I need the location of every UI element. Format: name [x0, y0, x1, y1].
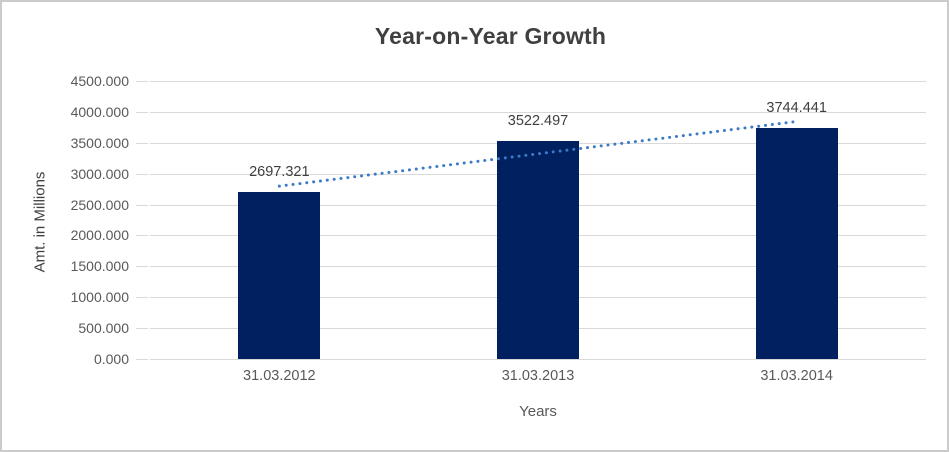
y-tick-label: 2000.000	[70, 227, 129, 244]
y-axis-tick-icon	[136, 266, 148, 268]
y-axis-tick-icon	[136, 111, 148, 113]
bar-value-label: 2697.321	[249, 164, 310, 181]
y-tick-label: 4500.000	[70, 73, 129, 89]
bar	[238, 192, 321, 359]
y-tick-label: 2500.000	[70, 196, 129, 213]
y-tick-label: 3000.000	[70, 165, 129, 182]
y-tick-label: 500.000	[78, 320, 129, 337]
y-axis-tick-icon	[136, 359, 148, 360]
x-category-label: 31.03.2013	[501, 368, 575, 384]
gridline	[150, 111, 926, 113]
gridline	[150, 81, 926, 82]
bar-value-label: 3522.497	[507, 113, 569, 130]
y-tick-label: 3500.000	[70, 134, 129, 151]
bar	[497, 141, 579, 359]
y-tick-label: 0.000	[93, 351, 129, 367]
y-axis-tick-icon	[136, 204, 148, 206]
y-tick-label: 1000.000	[70, 289, 129, 306]
y-axis-tick-icon	[136, 81, 148, 82]
y-axis-tick-icon	[136, 297, 148, 299]
x-category-label: 31.03.2012	[243, 368, 316, 384]
bar	[755, 127, 838, 359]
x-category-label: 31.03.2014	[760, 368, 833, 384]
x-axis-title: Years	[519, 403, 557, 420]
chart-title: Year-on-Year Growth	[374, 23, 607, 49]
y-axis-tick-icon	[136, 173, 148, 175]
y-axis-tick-icon	[136, 142, 148, 144]
y-tick-label: 1500.000	[70, 258, 129, 275]
y-axis-tick-icon	[136, 328, 148, 330]
bar-value-label: 3744.441	[766, 99, 827, 116]
y-tick-label: 4000.000	[70, 103, 129, 120]
y-axis-tick-icon	[136, 235, 148, 237]
y-axis-title: Amt. in Millions	[31, 171, 49, 273]
gridline	[150, 359, 926, 360]
